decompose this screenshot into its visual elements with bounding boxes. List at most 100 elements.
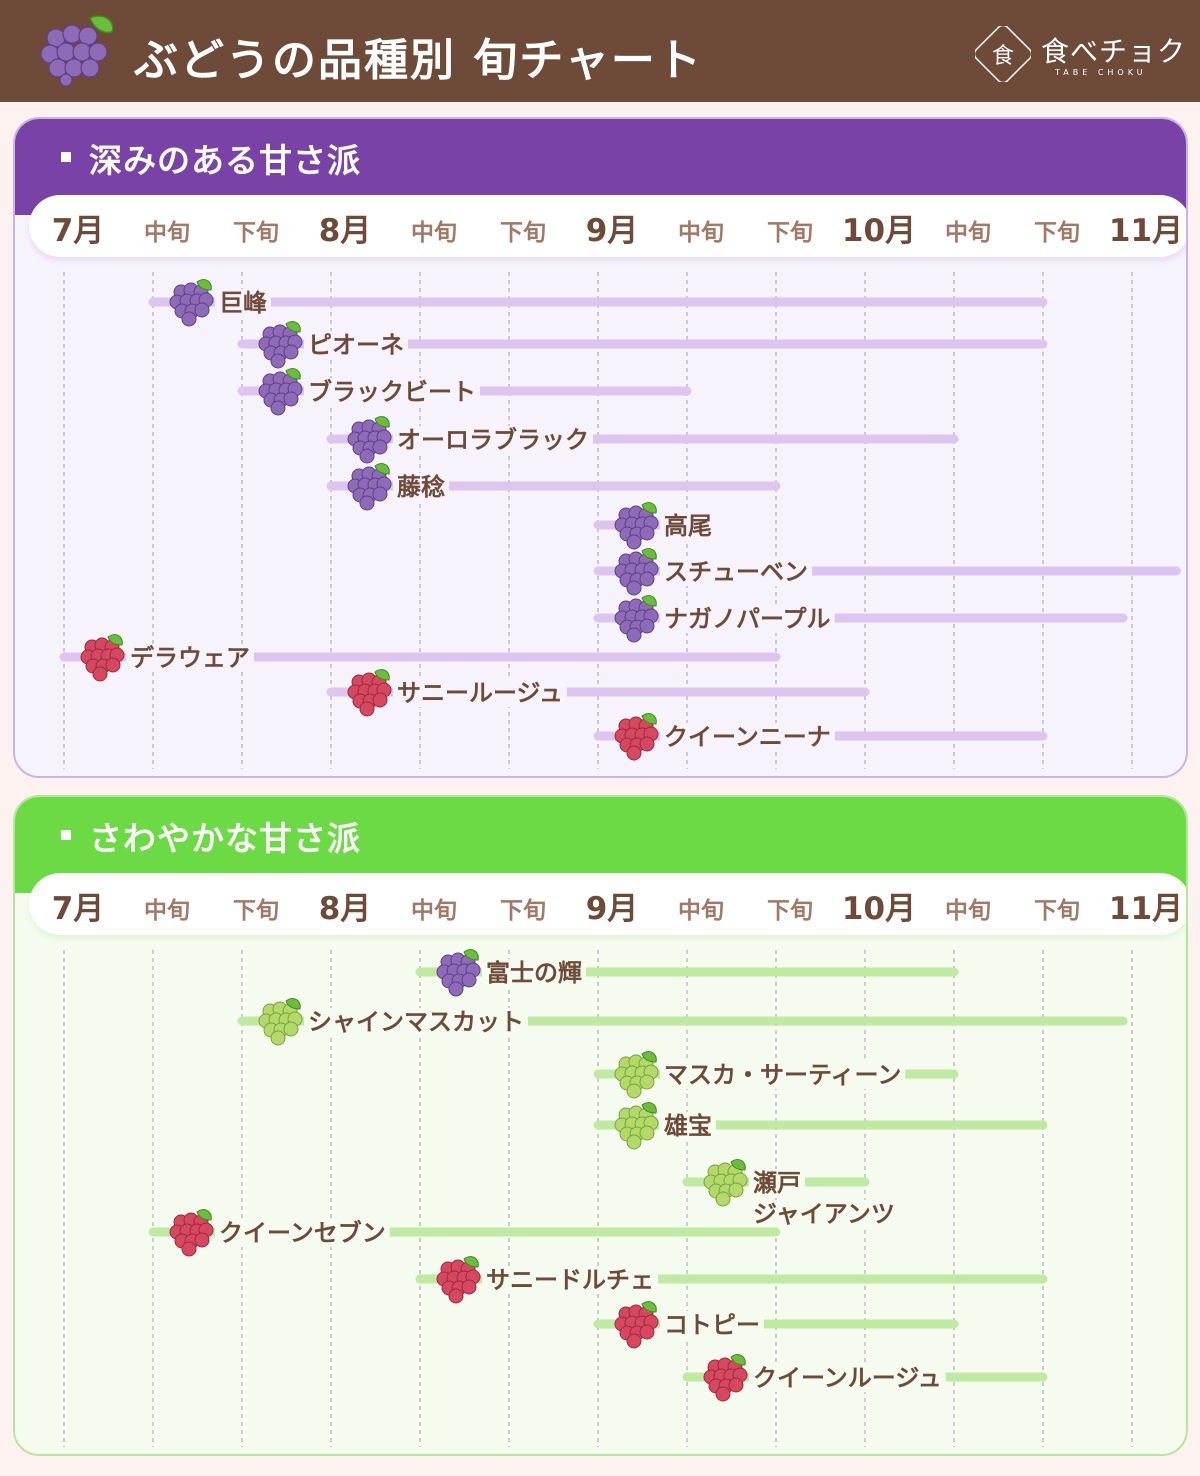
grape-icon bbox=[169, 279, 214, 327]
variety-label: シャインマスカット bbox=[308, 1008, 524, 1036]
timeline-month-label: 10月 bbox=[841, 213, 917, 249]
month-timeline: 7月 中旬 下旬 8月 中旬 下旬 9月 中旬 下旬 10月 中旬 下旬 11月 bbox=[29, 195, 1186, 257]
fresh-sweet-panel: さわやかな甘さ派 7月 中旬 下旬 8月 中旬 下旬 9月 中旬 下旬 10月 中旬 下旬 11月 富士… bbox=[13, 795, 1188, 1456]
page-title: ぶどうの品種別 旬チャート bbox=[134, 35, 703, 86]
timeline-period-label: 下旬 bbox=[767, 220, 813, 246]
timeline-period-label: 下旬 bbox=[500, 898, 546, 924]
timeline-period-label: 中旬 bbox=[144, 220, 190, 246]
variety-label: 富士の輝 bbox=[486, 959, 582, 987]
grape-icon bbox=[436, 949, 481, 997]
label-backdrop bbox=[482, 959, 586, 987]
label-backdrop bbox=[659, 1112, 716, 1140]
timeline-period-label: 中旬 bbox=[411, 220, 457, 246]
grape-icon bbox=[703, 1354, 748, 1402]
variety-label: ブラックビート bbox=[308, 378, 476, 406]
timeline-month-label: 9月 bbox=[585, 891, 639, 927]
variety-label: ピオーネ bbox=[308, 331, 404, 359]
label-backdrop bbox=[304, 331, 408, 359]
bullet-icon bbox=[61, 152, 71, 162]
grape-icon bbox=[258, 321, 303, 369]
label-backdrop bbox=[304, 378, 480, 406]
logo-subtext: TABE CHOKU bbox=[1055, 68, 1147, 77]
page-header: ぶどうの品種別 旬チャート 食 食べチョク TABE CHOKU bbox=[0, 0, 1200, 102]
label-backdrop bbox=[660, 558, 812, 586]
label-backdrop bbox=[660, 1061, 906, 1089]
label-backdrop bbox=[393, 679, 567, 707]
month-timeline: 7月 中旬 下旬 8月 中旬 下旬 9月 中旬 下旬 10月 中旬 下旬 11月 bbox=[29, 873, 1186, 935]
season-chart: 巨峰ピオーネブラックビートオーロラブラック藤稔高尾スチューベンナガノパープルデラ… bbox=[59, 272, 1181, 769]
label-backdrop bbox=[660, 1311, 764, 1339]
timeline-period-label: 下旬 bbox=[233, 220, 279, 246]
timeline-month-label: 10月 bbox=[841, 891, 917, 927]
variety-label: クイーンルージュ bbox=[753, 1364, 942, 1392]
season-chart: 富士の輝シャインマスカットマスカ・サーティーン雄宝瀬戸ジャイアンツクイーンセブン… bbox=[63, 949, 1133, 1447]
svg-text:食: 食 bbox=[992, 44, 1014, 69]
panel-title: 深みのある甘さ派 bbox=[89, 141, 361, 180]
label-backdrop bbox=[393, 473, 449, 501]
variety-label: サニードルチェ bbox=[486, 1266, 654, 1294]
variety-label: ナガノパープル bbox=[664, 605, 831, 633]
variety-label: クイーンニーナ bbox=[664, 723, 831, 751]
variety-label: スチューベン bbox=[664, 558, 808, 586]
label-backdrop bbox=[660, 512, 716, 540]
variety-label: 藤稔 bbox=[397, 473, 445, 501]
label-backdrop bbox=[215, 1219, 390, 1247]
timeline-period-label: 下旬 bbox=[500, 220, 546, 246]
grape-icon bbox=[614, 1051, 659, 1099]
label-backdrop bbox=[749, 1169, 805, 1197]
timeline-month-label: 7月 bbox=[51, 891, 105, 927]
grape-icon bbox=[40, 15, 114, 86]
variety-label: 巨峰 bbox=[219, 289, 267, 317]
variety-label: クイーンセブン bbox=[219, 1219, 386, 1247]
grape-icon bbox=[80, 634, 125, 682]
timeline-period-label: 中旬 bbox=[945, 898, 991, 924]
timeline-period-label: 中旬 bbox=[945, 220, 991, 246]
panel-title: さわやかな甘さ派 bbox=[89, 819, 361, 858]
variety-label: ジャイアンツ bbox=[753, 1200, 895, 1228]
variety-label: マスカ・サーティーン bbox=[664, 1061, 901, 1089]
variety-label: デラウェア bbox=[130, 644, 250, 672]
timeline-month-label: 8月 bbox=[318, 213, 372, 249]
variety-label: サニールージュ bbox=[397, 679, 563, 707]
label-backdrop bbox=[215, 289, 271, 317]
timeline-period-label: 中旬 bbox=[678, 220, 724, 246]
timeline-month-label: 8月 bbox=[318, 891, 372, 927]
grape-icon bbox=[258, 998, 303, 1046]
grape-icon bbox=[436, 1256, 481, 1304]
label-backdrop bbox=[749, 1364, 946, 1392]
label-backdrop bbox=[482, 1266, 658, 1294]
timeline-month-label: 9月 bbox=[585, 213, 639, 249]
grape-icon bbox=[614, 502, 659, 550]
timeline-period-label: 下旬 bbox=[767, 898, 813, 924]
brand-logo: 食 食べチョク TABE CHOKU bbox=[973, 24, 1185, 84]
label-backdrop bbox=[393, 426, 593, 454]
grape-icon bbox=[169, 1209, 214, 1257]
grape-icon bbox=[614, 548, 659, 596]
logo-text: 食べチョク bbox=[1041, 35, 1187, 68]
grape-icon bbox=[614, 713, 659, 761]
label-backdrop bbox=[749, 1200, 899, 1228]
variety-label: 高尾 bbox=[664, 512, 712, 540]
label-backdrop bbox=[126, 644, 254, 672]
timeline-period-label: 下旬 bbox=[1034, 220, 1080, 246]
timeline-period-label: 下旬 bbox=[1034, 898, 1080, 924]
timeline-month-label: 11月 bbox=[1108, 891, 1184, 927]
grape-icon bbox=[614, 1102, 659, 1150]
grape-icon bbox=[703, 1159, 748, 1207]
label-backdrop bbox=[304, 1008, 528, 1036]
variety-label: コトピー bbox=[664, 1311, 760, 1339]
logo-mark-icon: 食 bbox=[973, 24, 1033, 84]
timeline-period-label: 中旬 bbox=[678, 898, 724, 924]
deep-sweet-panel: 深みのある甘さ派 7月 中旬 下旬 8月 中旬 下旬 9月 中旬 下旬 10月 中旬 下旬 11月 巨峰… bbox=[13, 117, 1188, 778]
grape-icon bbox=[258, 368, 303, 416]
variety-label: 瀬戸 bbox=[753, 1169, 801, 1197]
label-backdrop bbox=[660, 605, 835, 633]
grape-icon bbox=[347, 416, 392, 464]
timeline-month-label: 7月 bbox=[51, 213, 105, 249]
label-backdrop bbox=[660, 723, 835, 751]
timeline-period-label: 下旬 bbox=[233, 898, 279, 924]
timeline-period-label: 中旬 bbox=[144, 898, 190, 924]
timeline-month-label: 11月 bbox=[1108, 213, 1184, 249]
grape-icon bbox=[347, 669, 392, 717]
grape-icon bbox=[614, 1301, 659, 1349]
